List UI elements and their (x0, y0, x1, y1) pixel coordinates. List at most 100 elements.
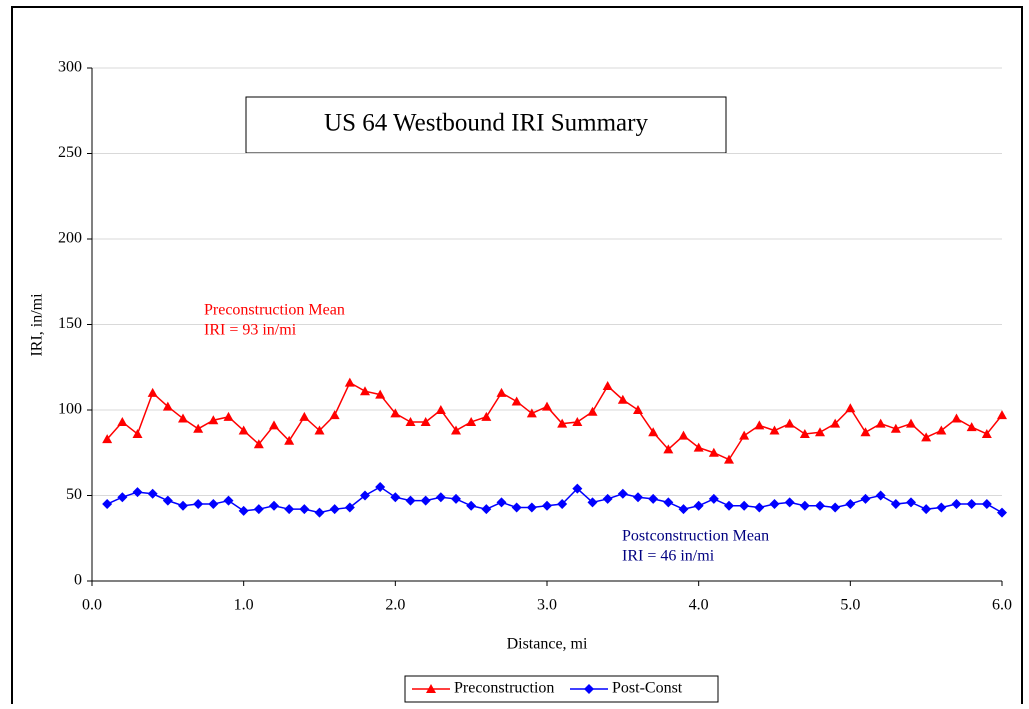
diamond-marker (724, 500, 734, 511)
legend-label: Preconstruction (454, 680, 554, 697)
diamond-marker (481, 504, 492, 515)
triangle-marker (572, 416, 583, 426)
diamond-marker (875, 490, 886, 501)
diamond-marker (102, 499, 113, 510)
triangle-marker (178, 413, 188, 423)
triangle-marker (329, 410, 340, 420)
triangle-marker (845, 403, 856, 413)
triangle-marker (815, 427, 825, 437)
x-axis-label: Distance, mi (507, 636, 588, 653)
diamond-marker (193, 499, 204, 510)
triangle-marker (966, 422, 977, 432)
diamond-marker (799, 500, 810, 511)
diamond-marker (390, 492, 401, 503)
diamond-marker (405, 495, 416, 506)
frame (11, 6, 1023, 709)
diamond-marker (830, 502, 841, 513)
diamond-marker (584, 684, 594, 694)
triangle-marker (193, 423, 204, 433)
triangle-marker (708, 447, 719, 457)
diamond-marker (906, 497, 916, 508)
diamond-marker (117, 492, 128, 503)
diamond-marker (921, 504, 932, 515)
diamond-marker (178, 500, 188, 511)
diamond-marker (223, 495, 234, 506)
triangle-marker (360, 386, 370, 396)
diamond-marker (784, 497, 795, 508)
annotation: IRI = 93 in/mi (204, 322, 297, 339)
x-tick-label: 1.0 (234, 597, 254, 614)
diamond-marker (284, 504, 295, 515)
diamond-marker (572, 483, 583, 494)
diamond-marker (739, 500, 750, 511)
triangle-marker (253, 439, 264, 449)
triangle-marker (830, 418, 841, 428)
diamond-marker (451, 493, 461, 504)
triangle-marker (405, 416, 416, 426)
x-tick-label: 3.0 (537, 597, 557, 614)
diamond-marker (299, 504, 310, 515)
triangle-marker (981, 428, 992, 438)
annotation: Preconstruction Mean (204, 302, 345, 319)
triangle-marker (936, 425, 947, 435)
diamond-marker (375, 481, 386, 492)
diamond-marker (253, 504, 264, 515)
triangle-marker (420, 416, 431, 426)
triangle-marker (526, 408, 537, 418)
triangle-marker (769, 425, 780, 435)
diamond-marker (754, 502, 765, 513)
diamond-marker (769, 499, 780, 510)
y-tick-label: 50 (66, 486, 82, 503)
y-tick-label: 250 (58, 144, 82, 161)
triangle-marker (223, 411, 234, 421)
diamond-marker (208, 499, 219, 510)
y-tick-label: 150 (58, 315, 82, 332)
diamond-marker (147, 488, 158, 499)
triangle-marker (102, 434, 113, 444)
y-tick-label: 100 (58, 401, 82, 418)
diamond-marker (966, 499, 977, 510)
diamond-marker (693, 500, 704, 511)
diamond-marker (663, 497, 674, 508)
triangle-marker (390, 408, 401, 418)
diamond-marker (344, 502, 355, 513)
triangle-marker (132, 428, 143, 438)
y-tick-label: 300 (58, 59, 82, 76)
x-tick-label: 2.0 (385, 597, 405, 614)
y-tick-label: 200 (58, 230, 82, 247)
annotation: IRI = 46 in/mi (622, 548, 715, 565)
triangle-marker (426, 684, 436, 693)
diamond-marker (360, 490, 370, 501)
triangle-marker (147, 387, 158, 397)
triangle-marker (754, 420, 765, 430)
x-tick-label: 5.0 (840, 597, 860, 614)
triangle-marker (269, 420, 279, 430)
diamond-marker (815, 500, 825, 511)
triangle-marker (860, 427, 871, 437)
diamond-marker (936, 502, 947, 513)
diamond-marker (466, 500, 477, 511)
diamond-marker (542, 500, 552, 511)
triangle-marker (617, 394, 628, 404)
x-tick-label: 6.0 (992, 597, 1012, 614)
diamond-marker (602, 493, 613, 504)
diamond-marker (708, 493, 719, 504)
triangle-marker (602, 381, 613, 391)
triangle-marker (481, 411, 492, 421)
annotation: Postconstruction Mean (622, 528, 769, 545)
triangle-marker (890, 423, 901, 433)
diamond-marker (890, 499, 901, 510)
triangle-marker (299, 411, 310, 421)
x-tick-label: 4.0 (689, 597, 709, 614)
triangle-marker (435, 405, 446, 414)
triangle-marker (587, 406, 598, 416)
diamond-marker (435, 492, 446, 503)
triangle-marker (375, 389, 386, 399)
legend-box (404, 675, 719, 703)
triangle-marker (799, 428, 810, 438)
diamond-marker (981, 499, 992, 510)
diamond-marker (314, 507, 325, 518)
y-axis-label: IRI, in/mi (29, 293, 46, 357)
